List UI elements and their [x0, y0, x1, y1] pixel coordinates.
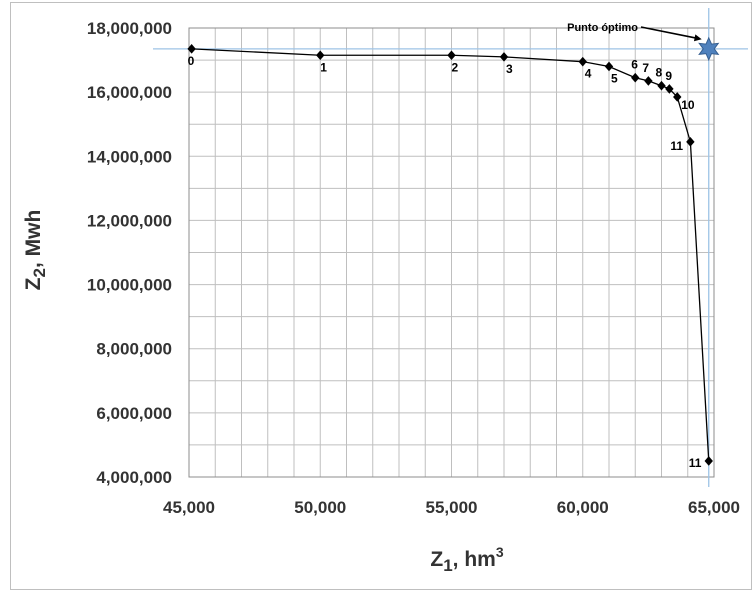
y-axis-title-unit: , Mwh	[22, 210, 45, 268]
optimum-point: Punto óptimo	[567, 22, 720, 62]
y-axis-title-base: Z	[22, 277, 45, 290]
data-point-marker	[187, 44, 196, 54]
x-axis-title-base: Z	[430, 548, 443, 571]
chart-frame	[10, 2, 752, 590]
data-point-label: 3	[506, 62, 513, 76]
y-axis-title-sub: 2	[30, 268, 49, 277]
data-point-label: 2	[452, 60, 459, 74]
y-tick-label: 6,000,000	[96, 404, 172, 423]
data-markers	[187, 44, 713, 466]
optimum-star-icon	[698, 36, 720, 62]
x-tick-label: 45,000	[163, 498, 215, 517]
x-axis-title-sup: 3	[496, 544, 504, 560]
data-point-marker	[578, 56, 587, 67]
data-point-label: 6	[631, 58, 638, 72]
y-axis-title: Z2, Mwh	[22, 210, 49, 291]
grid	[188, 27, 715, 478]
data-point-label: 7	[642, 61, 649, 75]
data-point-marker	[644, 76, 653, 86]
y-tick-label: 18,000,000	[87, 19, 172, 38]
data-point-label: 11	[689, 456, 702, 470]
x-axis-title-sub: 1	[443, 556, 452, 575]
data-point-marker	[657, 80, 666, 91]
y-tick-label: 12,000,000	[87, 211, 172, 230]
data-point-label: 5	[611, 71, 618, 85]
y-tick-label: 10,000,000	[87, 276, 172, 295]
pareto-front-line	[191, 48, 710, 461]
optimum-label: Punto óptimo	[567, 22, 638, 34]
y-tick-label: 8,000,000	[96, 340, 172, 359]
x-tick-label: 50,000	[294, 498, 346, 517]
data-point-marker	[447, 50, 456, 61]
y-tick-label: 16,000,000	[87, 83, 172, 102]
data-point-marker	[704, 456, 713, 466]
data-point-label: 0	[188, 54, 195, 68]
data-point-marker	[673, 92, 682, 102]
series-line	[191, 48, 710, 461]
optimum-arrow	[640, 26, 700, 40]
data-point-label: 4	[585, 67, 592, 81]
optimum-arrowhead	[693, 34, 702, 42]
point-labels: 0 1 2 3 4 56 7 8 9 10 11 11	[188, 54, 702, 470]
data-point-label: 11	[670, 139, 683, 153]
data-point-marker	[631, 72, 640, 83]
y-tick-label: 14,000,000	[87, 147, 172, 166]
data-point-marker	[499, 52, 509, 62]
plot-area-border	[188, 27, 715, 478]
data-point-marker	[686, 137, 695, 147]
x-tick-label: 65,000	[688, 498, 740, 517]
data-point-marker	[316, 50, 325, 61]
plot-border	[188, 27, 715, 478]
data-point-marker	[665, 84, 674, 94]
y-tick-labels: 4,000,000 6,000,000 8,000,000 10,000,000 12,…	[87, 19, 172, 487]
optimum-crosshair	[153, 8, 748, 487]
data-point-label: 8	[656, 66, 663, 80]
x-tick-label: 60,000	[557, 498, 609, 517]
data-point-marker	[604, 61, 614, 72]
x-tick-labels: 45,000 50,000 55,000 60,000 65,000	[163, 498, 740, 517]
x-tick-label: 55,000	[426, 498, 478, 517]
x-axis-title-unit: , hm	[453, 548, 496, 571]
data-point-label: 10	[681, 98, 695, 112]
data-point-label: 1	[320, 60, 327, 74]
data-point-label: 9	[665, 69, 672, 83]
y-tick-label: 4,000,000	[96, 468, 172, 487]
x-axis-title: Z1, hm3	[430, 544, 503, 575]
